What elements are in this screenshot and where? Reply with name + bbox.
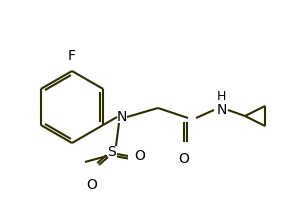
Text: O: O — [86, 178, 98, 192]
Text: O: O — [135, 149, 145, 163]
Text: N: N — [217, 103, 227, 117]
Text: H: H — [216, 90, 226, 103]
Text: F: F — [68, 49, 76, 63]
Text: N: N — [117, 110, 127, 124]
Text: S: S — [108, 145, 117, 159]
Text: O: O — [179, 152, 190, 166]
